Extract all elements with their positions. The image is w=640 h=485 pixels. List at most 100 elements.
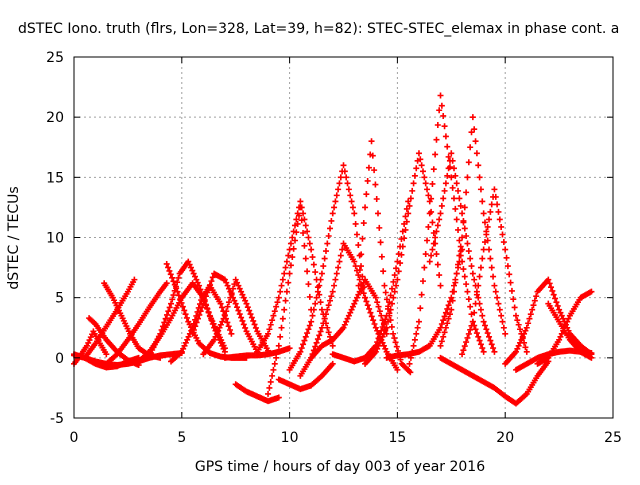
data-point [333, 270, 340, 277]
grid-layer [74, 57, 613, 418]
data-point [286, 345, 293, 352]
data-point [230, 285, 237, 292]
data-point [428, 252, 435, 259]
data-point [379, 333, 386, 340]
data-point [426, 210, 433, 217]
data-point [425, 192, 432, 199]
x-tick-label: 20 [496, 430, 514, 446]
data-point [351, 210, 358, 217]
data-point [445, 165, 452, 172]
data-point [448, 174, 455, 181]
data-point [353, 294, 360, 301]
data-point [312, 300, 319, 307]
data-point [189, 267, 196, 274]
data-point [225, 323, 232, 330]
data-point [410, 342, 417, 349]
data-point [349, 204, 356, 211]
data-point [433, 228, 440, 235]
data-point [185, 258, 192, 265]
data-point [442, 309, 449, 316]
data-point [287, 262, 294, 269]
data-point [197, 308, 204, 315]
data-point [277, 288, 284, 295]
data-point [380, 342, 387, 349]
data-point [428, 195, 435, 202]
data-point [340, 162, 347, 169]
data-point [348, 198, 355, 205]
data-point [467, 303, 474, 310]
data-point [345, 186, 352, 193]
data-point [533, 293, 540, 300]
series-22 [329, 198, 412, 365]
data-point [227, 327, 234, 334]
data-point [444, 172, 451, 179]
data-point [170, 278, 177, 285]
data-point [239, 317, 246, 324]
data-point [375, 342, 382, 349]
data-point [370, 317, 377, 324]
data-point [444, 143, 451, 150]
data-point [167, 271, 174, 278]
data-point [445, 153, 452, 160]
data-point [279, 315, 286, 322]
data-point [313, 339, 320, 346]
data-point [362, 294, 369, 301]
data-point [301, 337, 308, 344]
data-point [282, 297, 289, 304]
data-point [465, 159, 472, 166]
data-point [366, 305, 373, 312]
data-point [398, 251, 405, 258]
data-point [335, 186, 342, 193]
series-15 [232, 381, 282, 405]
data-point [365, 164, 372, 171]
data-point [174, 279, 181, 286]
data-point [328, 293, 335, 300]
data-point [380, 320, 387, 327]
data-point [221, 345, 228, 352]
data-point [181, 307, 188, 314]
data-point [517, 326, 524, 333]
data-point [469, 114, 476, 121]
data-point [388, 323, 395, 330]
data-point [421, 264, 428, 271]
series-21 [308, 276, 390, 361]
data-point [324, 240, 331, 247]
data-point [363, 191, 370, 198]
data-point [459, 258, 466, 265]
data-point [168, 300, 175, 307]
data-point [588, 288, 595, 295]
data-point [465, 296, 472, 303]
y-tick-label: -5 [50, 411, 64, 427]
series-17 [265, 204, 315, 397]
data-point [224, 319, 231, 326]
data-point [405, 198, 412, 205]
data-point [372, 181, 379, 188]
series-7 [103, 280, 170, 367]
data-point [207, 281, 214, 288]
data-point [476, 174, 483, 181]
y-tick-label: 10 [46, 231, 64, 247]
data-point [157, 354, 164, 361]
data-point [494, 201, 501, 208]
data-point [504, 263, 511, 270]
data-point [359, 273, 366, 280]
data-point [414, 324, 421, 331]
data-point [304, 268, 311, 275]
data-point [492, 288, 499, 295]
data-point [448, 306, 455, 313]
data-point [459, 234, 466, 241]
data-point [440, 112, 447, 119]
data-point [355, 242, 362, 249]
data-point [358, 263, 365, 270]
data-point [316, 291, 323, 298]
data-point [165, 264, 172, 271]
data-point [301, 242, 308, 249]
data-point [324, 306, 331, 313]
data-point [246, 307, 253, 314]
data-point [297, 348, 304, 355]
data-point [183, 314, 190, 321]
data-point [463, 189, 470, 196]
data-point [442, 180, 449, 187]
data-point [332, 276, 339, 283]
data-point [397, 260, 404, 267]
